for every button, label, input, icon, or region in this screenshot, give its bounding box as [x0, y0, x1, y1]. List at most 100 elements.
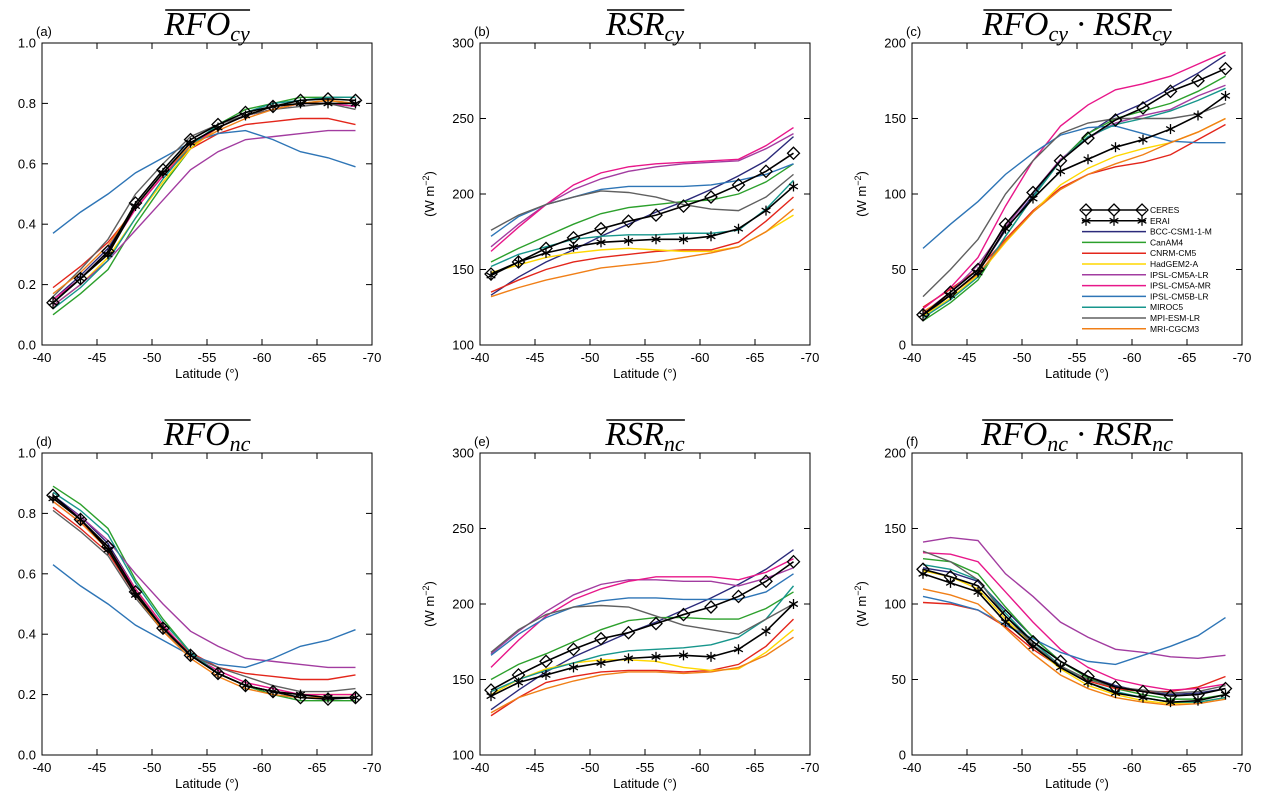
x-tick-label: -55	[198, 760, 217, 775]
asterisk-marker	[240, 110, 251, 121]
asterisk-marker	[48, 493, 58, 504]
asterisk-marker	[596, 237, 606, 248]
asterisk-marker	[185, 137, 196, 148]
series-line	[490, 173, 794, 231]
x-tick-label: -50	[1013, 350, 1032, 365]
x-tick-label: -45	[88, 760, 107, 775]
diamond-marker	[1108, 113, 1123, 127]
y-tick-label: 200	[452, 187, 474, 202]
asterisk-stroke	[788, 600, 799, 608]
asterisk-stroke	[651, 653, 661, 660]
asterisk-stroke	[75, 275, 86, 282]
x-tick-label: -65	[1178, 760, 1197, 775]
x-tick-label: -45	[526, 760, 545, 775]
series-line	[922, 595, 1226, 666]
panel: 0 50 100 150 200 -40 -45 -50 -55 -60 -65 -70 Latitud…	[853, 416, 1251, 791]
legend-label: MIROC5	[1150, 302, 1183, 312]
x-tick-label: -70	[1233, 760, 1252, 775]
asterisk-marker	[1110, 688, 1121, 699]
asterisk-marker	[1000, 617, 1011, 628]
x-axis-label: Latitude (°)	[175, 366, 239, 381]
diamond-marker	[1218, 61, 1233, 76]
asterisk-marker	[918, 568, 928, 579]
asterisk-marker	[623, 235, 634, 246]
y-label-end: )	[854, 171, 869, 175]
panel-title: RFOnc · RSRnc	[980, 416, 1173, 456]
title-subscript: nc	[1047, 431, 1068, 456]
y-tick-label: 0.6	[18, 156, 36, 171]
y-tick-label: 0.4	[18, 627, 36, 642]
asterisk-stroke	[1109, 217, 1119, 224]
asterisk-stroke	[1000, 225, 1011, 232]
y-tick-label: 0.2	[18, 687, 36, 702]
asterisk-marker	[75, 514, 86, 525]
series-line	[922, 75, 1226, 322]
legend-marker	[1109, 215, 1119, 226]
asterisk-stroke	[158, 169, 168, 176]
legend-entry: MRI-CGCM3	[1082, 324, 1199, 334]
series-line	[490, 163, 794, 237]
asterisk-stroke	[103, 546, 113, 553]
asterisk-marker	[75, 273, 86, 284]
y-tick-label: 100	[452, 748, 474, 763]
asterisk-marker	[158, 623, 168, 634]
asterisk-marker	[678, 650, 689, 661]
series-line	[490, 196, 794, 293]
asterisk-marker	[1000, 223, 1011, 234]
legend-entry: IPSL-CM5B-LR	[1082, 291, 1209, 301]
asterisk-stroke	[486, 693, 496, 700]
asterisk-stroke	[75, 516, 86, 523]
title-text: · RSR	[1068, 416, 1152, 453]
y-tick-label: 0.8	[18, 506, 36, 521]
asterisk-stroke	[596, 659, 606, 666]
y-tick-label: 50	[892, 262, 906, 277]
panel-title: RFOnc	[163, 416, 251, 456]
diamond-marker	[1081, 131, 1095, 146]
asterisk-stroke	[945, 579, 956, 586]
series-line	[490, 126, 794, 252]
asterisk-stroke	[1028, 643, 1038, 650]
x-tick-label: -60	[253, 760, 272, 775]
asterisk-stroke	[541, 249, 551, 256]
series-line	[490, 585, 795, 693]
y-axis-label: (W m−2)	[421, 581, 437, 627]
asterisk-stroke	[48, 299, 58, 306]
x-tick-label: -40	[903, 760, 922, 775]
series-line	[490, 603, 795, 697]
x-axis-label: Latitude (°)	[1045, 776, 1109, 791]
asterisk-marker	[350, 98, 361, 109]
legend-label: BCC-CSM1-1-M	[1150, 227, 1212, 237]
asterisk-stroke	[323, 100, 333, 107]
asterisk-stroke	[1193, 697, 1203, 704]
legend-entry: CERES	[1079, 203, 1180, 217]
diamond-marker	[786, 554, 801, 569]
asterisk-stroke	[918, 570, 928, 577]
asterisk-marker	[295, 98, 306, 109]
asterisk-marker	[103, 249, 113, 260]
asterisk-marker	[213, 668, 223, 679]
asterisk-stroke	[268, 688, 278, 695]
series-line	[52, 497, 356, 669]
asterisk-marker	[651, 234, 661, 245]
y-tick-label: 1.0	[18, 36, 36, 51]
asterisk-marker	[1028, 641, 1038, 652]
asterisk-stroke	[1000, 619, 1011, 626]
diamond-marker	[676, 199, 691, 213]
asterisk-marker	[1165, 124, 1176, 135]
x-axis-label: Latitude (°)	[1045, 366, 1109, 381]
asterisk-marker	[945, 577, 956, 588]
asterisk-stroke	[213, 124, 223, 131]
y-axis-label: (W m−2)	[853, 171, 869, 217]
asterisk-marker	[103, 544, 113, 555]
x-tick-label: -50	[143, 760, 162, 775]
series-line	[490, 163, 794, 263]
asterisk-marker	[678, 234, 689, 245]
series-line	[52, 564, 356, 669]
x-axis-label: Latitude (°)	[613, 366, 677, 381]
x-tick-label: -50	[581, 760, 600, 775]
x-tick-label: -40	[471, 760, 490, 775]
asterisk-stroke	[1083, 156, 1093, 163]
y-tick-label: 200	[884, 36, 906, 51]
asterisk-stroke	[678, 236, 689, 243]
